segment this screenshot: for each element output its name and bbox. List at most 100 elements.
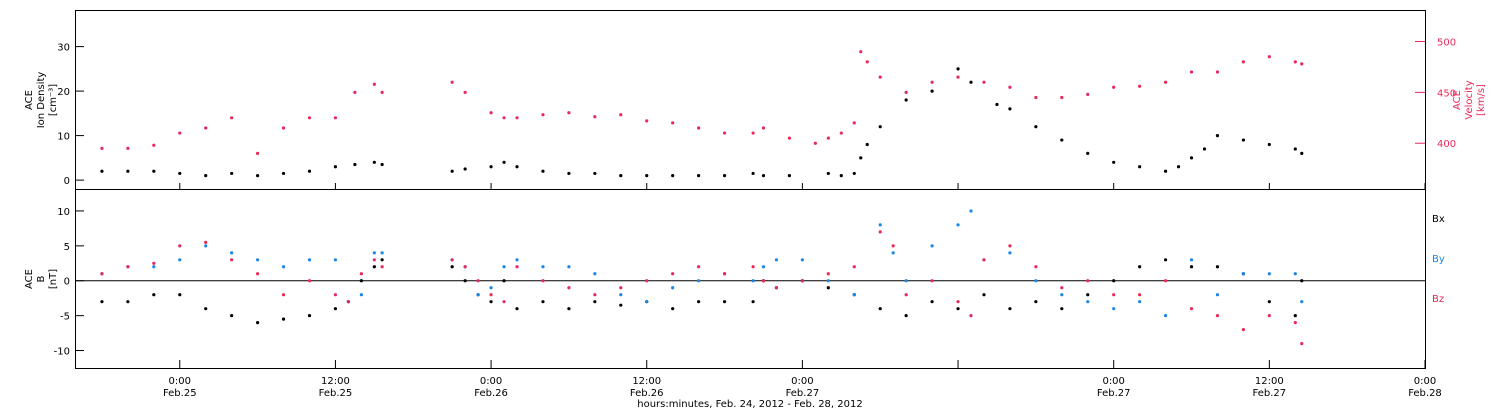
data-point (969, 209, 973, 213)
data-point (671, 174, 675, 178)
data-point (502, 279, 506, 283)
data-point (333, 258, 338, 262)
data-point (353, 90, 357, 94)
data-point (930, 80, 934, 84)
data-point (930, 89, 934, 93)
data-point (619, 174, 623, 178)
data-point (1163, 314, 1168, 318)
bottom-left-tick-label: -10 (54, 347, 70, 358)
top-right-tick-label: 400 (1437, 139, 1456, 150)
data-point (1267, 272, 1271, 276)
top-left-axis-ticks: 0 10 20 30 (57, 43, 84, 187)
data-point (178, 131, 182, 135)
data-point (1300, 300, 1304, 304)
data-point (307, 169, 312, 173)
data-point (1112, 85, 1116, 89)
data-point (567, 171, 571, 176)
data-point (1034, 279, 1038, 283)
top-left-title-line-2: Ion Density (36, 72, 47, 129)
data-point (904, 90, 908, 94)
data-point (380, 265, 384, 269)
x-tick-label-time: 0:00 (169, 376, 191, 387)
data-point (567, 286, 571, 290)
data-point (859, 156, 863, 160)
data-point (1138, 84, 1142, 88)
data-point (1189, 307, 1194, 311)
data-point (515, 265, 519, 269)
data-point (826, 279, 830, 283)
data-point (722, 300, 727, 304)
data-point (982, 293, 986, 297)
bottom-panel-frame (75, 189, 1426, 369)
bottom-left-tick-label: -5 (60, 312, 70, 323)
data-point (1008, 307, 1012, 311)
data-point (359, 293, 363, 297)
data-point (761, 126, 766, 130)
x-tick-label-time: 0:00 (791, 376, 813, 387)
bottom-left-title-line-2: B (36, 275, 47, 282)
data-point (852, 293, 856, 297)
data-point (230, 116, 234, 120)
data-point (1008, 107, 1012, 111)
data-point (671, 121, 675, 125)
bottom-left-axis-title: ACE B [nT] (24, 269, 59, 289)
x-tick-label-date: Feb.27 (1253, 388, 1287, 399)
data-point (995, 102, 999, 107)
data-point (178, 258, 182, 262)
data-point (930, 300, 934, 304)
data-point (1086, 151, 1090, 155)
data-point (567, 265, 571, 269)
x-tick-label-time: 12:00 (321, 376, 350, 387)
data-point (787, 174, 792, 178)
data-point (593, 293, 597, 297)
data-point (697, 126, 701, 130)
data-point (956, 75, 960, 79)
data-point (502, 160, 506, 164)
data-point (1008, 251, 1012, 255)
data-point (178, 244, 182, 248)
data-point (1300, 151, 1304, 155)
data-point (930, 279, 934, 283)
data-point (1300, 279, 1304, 283)
top-left-tick-label: 0 (64, 176, 70, 187)
top-panel-series (100, 50, 1304, 178)
data-point (152, 143, 156, 147)
data-point (1202, 147, 1207, 151)
bottom-left-tick-label: 5 (64, 242, 70, 253)
data-point (126, 300, 130, 304)
data-point (178, 293, 182, 297)
top-left-title-line-1: ACE (24, 90, 35, 110)
data-point (333, 165, 338, 169)
data-point (722, 174, 727, 178)
legend-bx: Bx (1432, 214, 1445, 225)
data-point (1215, 70, 1220, 74)
data-point (1060, 138, 1064, 142)
data-point (1034, 125, 1038, 129)
data-point (541, 169, 545, 173)
data-point (697, 279, 701, 283)
data-point (774, 258, 779, 262)
data-point (204, 307, 208, 311)
data-point (826, 171, 830, 176)
data-point (515, 258, 519, 262)
data-point (1189, 265, 1194, 269)
data-point (307, 314, 312, 318)
data-point (372, 265, 376, 269)
data-point (489, 165, 493, 169)
data-point (1189, 70, 1194, 74)
data-point (152, 169, 156, 173)
data-point (255, 174, 260, 178)
data-point (1267, 55, 1271, 59)
data-point (1300, 341, 1304, 346)
x-tick-label-date: Feb.26 (630, 388, 664, 399)
data-point (800, 258, 804, 262)
data-point (204, 126, 208, 130)
data-point (204, 244, 208, 248)
data-point (904, 314, 908, 318)
x-tick-label-time: 0:00 (1414, 376, 1436, 387)
data-point (1060, 293, 1064, 297)
data-point (619, 113, 623, 117)
data-point (450, 258, 454, 262)
data-point (450, 169, 454, 173)
data-point (969, 80, 973, 84)
